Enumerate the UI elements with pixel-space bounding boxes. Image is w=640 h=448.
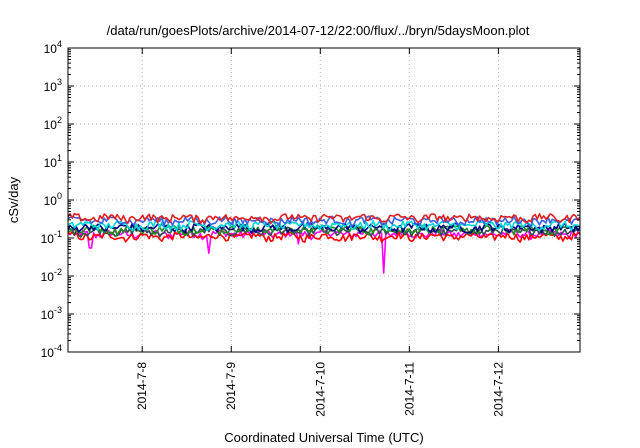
y-tick-label: 104 — [44, 39, 62, 56]
x-tick-label: 2014-7-10 — [313, 362, 327, 417]
series-layer — [67, 212, 581, 274]
x-tick-label: 2014-7-8 — [135, 362, 149, 410]
y-tick-label: 103 — [44, 77, 62, 94]
y-tick-label: 101 — [44, 153, 62, 170]
x-axis-label: Coordinated Universal Time (UTC) — [224, 430, 423, 445]
ticks: 10-4 10-3 10-2 10-1 100 101 102 103 104 2014-7-8 2… — [41, 39, 580, 417]
y-axis-label: cSv/day — [6, 176, 21, 223]
chart-title: /data/run/goesPlots/archive/2014-07-12/2… — [107, 23, 530, 38]
x-tick-label: 2014-7-11 — [402, 362, 416, 416]
series-line — [67, 220, 581, 232]
grid — [68, 48, 580, 352]
x-tick-label: 2014-7-12 — [491, 362, 505, 417]
y-tick-label: 10-3 — [41, 305, 62, 322]
series-line — [67, 212, 581, 225]
series-line — [67, 222, 581, 235]
y-tick-label: 10-4 — [41, 343, 62, 360]
y-tick-label: 100 — [44, 191, 62, 208]
y-tick-label: 10-2 — [41, 267, 62, 284]
x-tick-label: 2014-7-9 — [224, 362, 238, 410]
series-line — [67, 231, 581, 243]
y-tick-label: 102 — [44, 115, 62, 132]
y-tick-label: 10-1 — [41, 229, 62, 246]
